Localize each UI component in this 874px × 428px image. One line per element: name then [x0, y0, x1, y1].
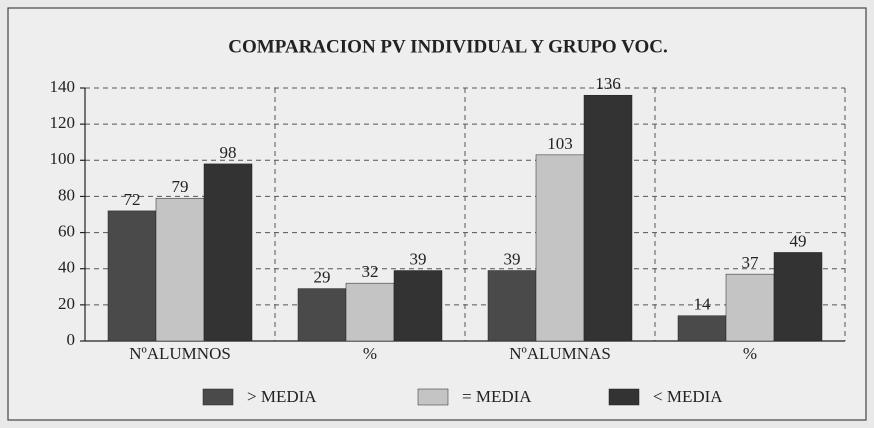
legend-label: = MEDIA: [462, 387, 532, 406]
bar: [725, 273, 775, 342]
y-tick-label: 0: [67, 330, 76, 349]
x-tick-label: NºALUMNOS: [129, 344, 231, 363]
y-tick-label: 60: [58, 221, 75, 240]
bar: [677, 315, 727, 342]
data-label: 49: [790, 231, 807, 250]
x-tick-label: %: [363, 344, 377, 363]
y-tick-label: 20: [58, 294, 75, 313]
bar: [297, 288, 347, 342]
y-tick-label: 40: [58, 258, 75, 277]
y-tick-label: 140: [50, 77, 76, 96]
bar: [203, 163, 253, 342]
x-tick-label: %: [743, 344, 757, 363]
bar: [583, 94, 633, 342]
data-label: 39: [410, 249, 427, 268]
data-label: 29: [314, 267, 331, 286]
bar: [393, 270, 443, 342]
data-label: 72: [124, 190, 141, 209]
bar: [107, 210, 157, 342]
y-tick-label: 100: [50, 149, 76, 168]
y-tick-label: 80: [58, 185, 75, 204]
data-label: 79: [172, 177, 189, 196]
bar: [773, 252, 823, 342]
chart-title: COMPARACION PV INDIVIDUAL Y GRUPO VOC.: [228, 36, 667, 57]
data-label: 39: [504, 249, 521, 268]
bar: [345, 282, 395, 342]
legend-swatch: [608, 388, 640, 406]
x-tick-label: NºALUMNAS: [509, 344, 611, 363]
legend-swatch: [417, 388, 449, 406]
y-tick-label: 120: [50, 113, 76, 132]
legend-label: > MEDIA: [247, 387, 317, 406]
bar: [155, 197, 205, 342]
data-label: 103: [547, 134, 573, 153]
data-label: 136: [595, 74, 621, 93]
data-label: 32: [362, 262, 379, 281]
data-label: 98: [220, 143, 237, 162]
bar: [487, 270, 537, 342]
legend-swatch: [202, 388, 234, 406]
data-label: 37: [742, 253, 760, 272]
bar: [535, 154, 585, 342]
data-label: 14: [694, 295, 712, 314]
legend-label: < MEDIA: [653, 387, 723, 406]
